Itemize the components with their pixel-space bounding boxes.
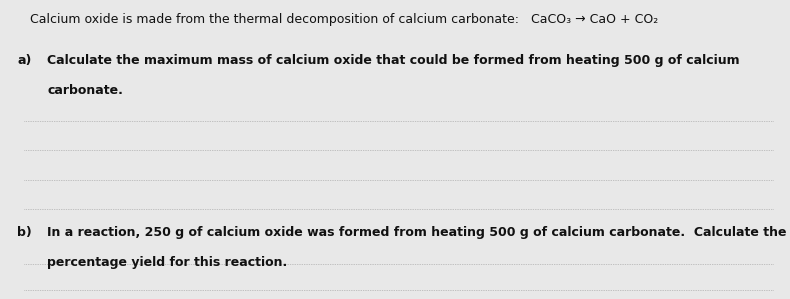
Text: In a reaction, 250 g of calcium oxide was formed from heating 500 g of calcium c: In a reaction, 250 g of calcium oxide wa… — [47, 226, 787, 239]
Text: percentage yield for this reaction.: percentage yield for this reaction. — [47, 256, 288, 269]
Text: Calcium oxide is made from the thermal decomposition of calcium carbonate:   CaC: Calcium oxide is made from the thermal d… — [30, 13, 658, 26]
Text: carbonate.: carbonate. — [47, 84, 123, 97]
Text: Calculate the maximum mass of calcium oxide that could be formed from heating 50: Calculate the maximum mass of calcium ox… — [47, 54, 740, 67]
Text: b): b) — [17, 226, 32, 239]
Text: a): a) — [17, 54, 32, 67]
